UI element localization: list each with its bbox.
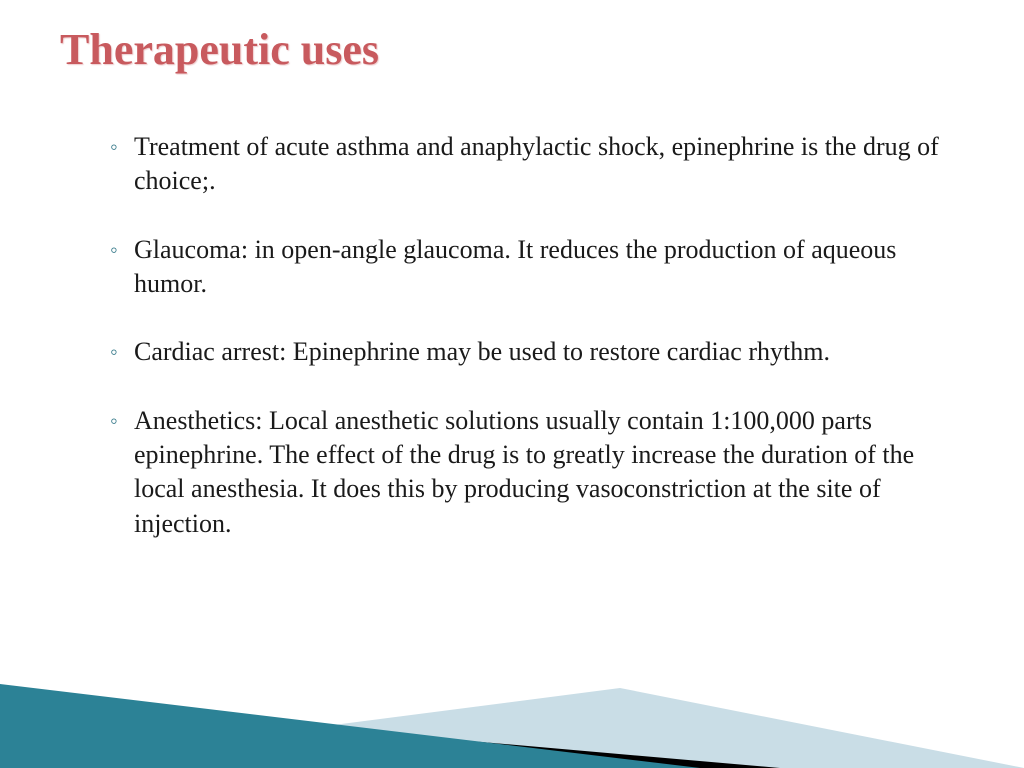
list-item: Treatment of acute asthma and anaphylact… xyxy=(110,130,940,199)
slide-title: Therapeutic uses xyxy=(60,24,379,75)
slide: Therapeutic uses Treatment of acute asth… xyxy=(0,0,1024,768)
decor-lightblue-triangle xyxy=(0,688,1024,768)
list-item: Cardiac arrest: Epinephrine may be used … xyxy=(110,335,940,369)
bullet-list: Treatment of acute asthma and anaphylact… xyxy=(110,130,940,575)
decor-teal-triangle xyxy=(0,684,700,768)
corner-decoration xyxy=(0,588,1024,768)
list-item: Glaucoma: in open-angle glaucoma. It red… xyxy=(110,233,940,302)
list-item: Anesthetics: Local anesthetic solutions … xyxy=(110,404,940,541)
decor-black-triangle xyxy=(0,700,780,768)
